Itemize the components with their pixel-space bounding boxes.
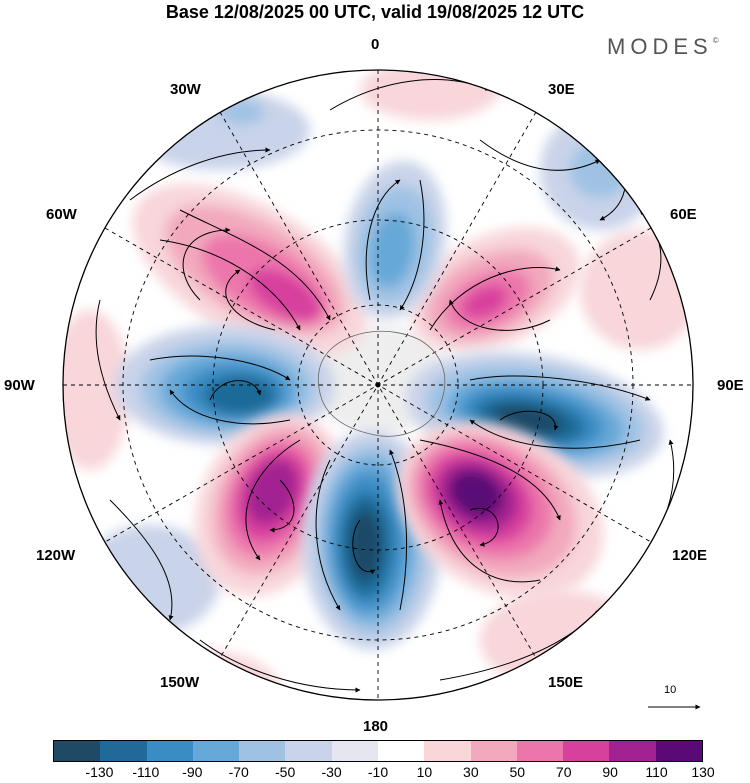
colorbar-tick-label: 70 xyxy=(555,764,572,780)
colorbar-swatch xyxy=(146,741,193,761)
wind-streamlines xyxy=(95,79,675,693)
chart-title: Base 12/08/2025 00 UTC, valid 19/08/2025… xyxy=(165,2,585,22)
antarctica-coastline xyxy=(317,330,446,437)
colorbar-tick-label: -70 xyxy=(228,764,249,780)
colorbar-swatch xyxy=(377,741,425,761)
lon-label-0: 0 xyxy=(371,36,380,53)
colorbar-tick-label: 130 xyxy=(691,764,715,780)
south-pole-marker xyxy=(375,382,381,388)
lon-label-60e: 60E xyxy=(670,206,697,223)
lon-label-150w: 150W xyxy=(160,674,200,691)
lon-label-30e: 30E xyxy=(548,81,575,98)
anomaly-positive-140e xyxy=(396,421,604,599)
lon-label-180: 180 xyxy=(363,718,389,735)
colorbar-swatch xyxy=(285,741,332,761)
lon-label-120e: 120E xyxy=(672,547,708,564)
anomaly-field xyxy=(63,70,693,700)
colorbar-tick-label: -110 xyxy=(132,764,160,780)
reference-vector-label: 10 xyxy=(664,684,677,696)
colorbar-swatch xyxy=(331,741,378,761)
colorbar-tick-label: -10 xyxy=(367,764,389,780)
lon-label-90e: 90E xyxy=(717,377,744,394)
anomaly-negative-5e xyxy=(343,160,447,320)
copyright-mark: © xyxy=(712,36,719,45)
colorbar-tick-label: 90 xyxy=(602,764,618,780)
colorbar-tick-label: 10 xyxy=(416,764,433,780)
colorbar-swatch xyxy=(470,741,517,761)
lon-label-120w: 120W xyxy=(36,547,76,564)
colorbar-swatch xyxy=(424,741,471,761)
colorbar-swatch xyxy=(239,741,286,761)
colorbar-tick-label: 110 xyxy=(645,764,668,780)
anomaly-positive-60w xyxy=(132,184,368,356)
lon-label-60w: 60W xyxy=(46,206,77,223)
brand-logo: MODES© xyxy=(607,34,719,60)
colorbar-swatch xyxy=(655,741,702,761)
colorbar-swatch xyxy=(192,741,240,761)
colorbar-tick-label: -130 xyxy=(85,764,114,780)
colorbar-tick-label: -90 xyxy=(182,764,203,780)
colorbar-tick-label: -50 xyxy=(275,764,296,780)
colorbar-swatch xyxy=(563,741,610,761)
colorbar-tick-label: 30 xyxy=(463,764,479,780)
lon-label-150e: 150E xyxy=(548,674,584,691)
map-boundary xyxy=(62,69,694,701)
colorbar xyxy=(53,740,703,762)
colorbar-tick-label: -30 xyxy=(321,764,342,780)
colorbar-swatch xyxy=(54,741,101,761)
colorbar-ticks: -130 -110 -90 -70 -50 -30 -10 10 30 50 70 90 110 130 xyxy=(0,764,750,782)
colorbar-swatch xyxy=(609,741,656,761)
lon-label-30w: 30W xyxy=(170,81,201,98)
lon-label-90w: 90W xyxy=(4,377,35,394)
colorbar-swatch xyxy=(516,741,564,761)
colorbar-swatch xyxy=(100,741,147,761)
brand-name: MODES xyxy=(607,34,713,59)
colorbar-tick-label: 50 xyxy=(509,764,526,780)
